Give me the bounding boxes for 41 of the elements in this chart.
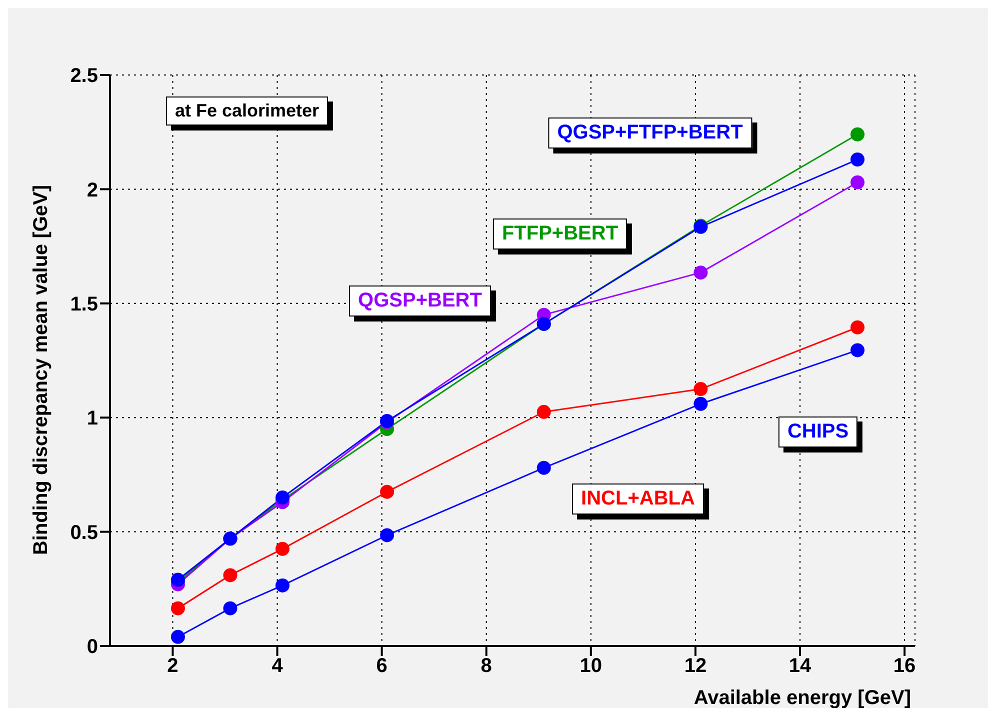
text: CHIPS xyxy=(778,416,858,448)
point xyxy=(850,175,864,190)
point xyxy=(850,343,864,358)
point xyxy=(170,572,185,587)
text: INCL+ABLA xyxy=(572,484,704,514)
point xyxy=(536,404,551,419)
point xyxy=(694,396,708,411)
point xyxy=(850,152,864,167)
x-axis-title: Available energy [GeV] xyxy=(694,687,911,709)
point xyxy=(536,460,551,475)
point xyxy=(223,601,238,616)
point xyxy=(380,484,394,499)
y-tick-label: 1 xyxy=(86,408,98,430)
x-tick-label: 8 xyxy=(480,655,492,678)
x-tick-label: 14 xyxy=(788,655,812,678)
series-label: QGSP+BERT xyxy=(349,286,491,316)
point xyxy=(850,127,864,142)
point xyxy=(694,266,708,280)
point xyxy=(276,578,290,592)
point xyxy=(380,528,394,542)
point xyxy=(694,382,708,396)
point xyxy=(276,542,290,556)
y-tick-label: 2.5 xyxy=(70,65,98,88)
y-tick-label: 0.5 xyxy=(70,522,98,544)
annotation: at Fe calorimeter xyxy=(166,96,328,126)
y-axis-title: Binding discrepancy mean value [GeV] xyxy=(30,184,52,556)
point xyxy=(850,320,864,334)
series-label: FTFP+BERT xyxy=(492,218,628,250)
y-tick-label: 2 xyxy=(86,179,98,202)
y-tick-label: 1.5 xyxy=(70,294,98,316)
point xyxy=(170,601,185,616)
x-tick-label: 16 xyxy=(893,655,916,678)
point xyxy=(170,630,185,644)
point xyxy=(223,568,238,582)
x-tick-label: 6 xyxy=(376,655,388,678)
x-tick-label: 10 xyxy=(580,655,602,678)
text: QGSP+FTFP+BERT xyxy=(548,118,752,148)
x-tick-label: 12 xyxy=(684,655,707,678)
x-tick-label: 2 xyxy=(167,655,178,678)
x-tick-label: 4 xyxy=(272,655,284,678)
y-tick-label: 0 xyxy=(86,636,98,658)
